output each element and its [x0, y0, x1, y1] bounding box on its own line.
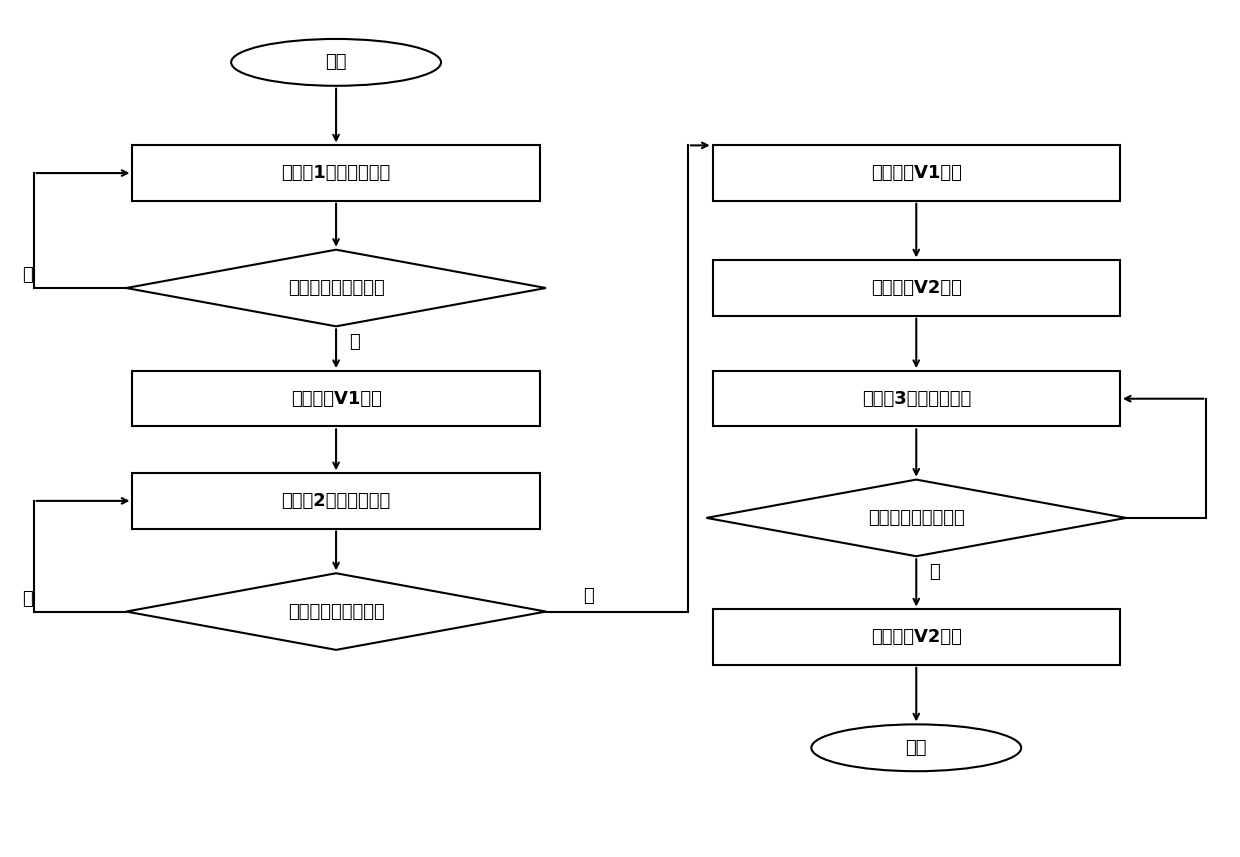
Polygon shape	[707, 480, 1126, 556]
Text: 阅读器3读取电子标签: 阅读器3读取电子标签	[862, 390, 971, 408]
Text: 电子开关V1断开: 电子开关V1断开	[870, 164, 962, 182]
FancyBboxPatch shape	[713, 371, 1120, 427]
Text: 电子开关V1导通: 电子开关V1导通	[290, 390, 382, 408]
Text: 判断末节受电车到达: 判断末节受电车到达	[868, 509, 965, 527]
FancyBboxPatch shape	[133, 146, 539, 201]
Text: 判断首节受电车到达: 判断首节受电车到达	[288, 279, 384, 297]
Text: 是: 是	[350, 333, 360, 351]
Text: 结束: 结束	[905, 739, 928, 757]
FancyBboxPatch shape	[713, 261, 1120, 315]
FancyBboxPatch shape	[713, 609, 1120, 665]
FancyBboxPatch shape	[133, 473, 539, 529]
Text: 判断首节受电车到达: 判断首节受电车到达	[288, 602, 384, 620]
FancyBboxPatch shape	[133, 371, 539, 427]
Ellipse shape	[231, 39, 441, 86]
Text: 是: 是	[930, 562, 940, 580]
Text: 电子开关V2断开: 电子开关V2断开	[870, 628, 962, 646]
Polygon shape	[126, 573, 546, 650]
Ellipse shape	[811, 724, 1022, 771]
Text: 阅读器1读取电子标签: 阅读器1读取电子标签	[281, 164, 391, 182]
Text: 是: 是	[583, 587, 594, 605]
FancyBboxPatch shape	[713, 146, 1120, 201]
Text: 阅读器2读取电子标签: 阅读器2读取电子标签	[281, 492, 391, 510]
Text: 开始: 开始	[325, 53, 347, 71]
Text: 否: 否	[22, 590, 32, 608]
Text: 电子开关V2导通: 电子开关V2导通	[870, 279, 962, 297]
Text: 否: 否	[22, 267, 32, 285]
Polygon shape	[126, 249, 546, 327]
